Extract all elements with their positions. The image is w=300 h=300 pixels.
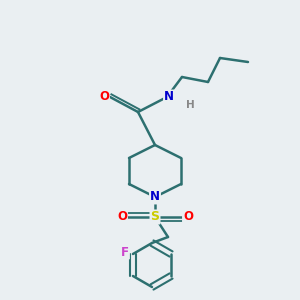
Text: O: O — [183, 211, 193, 224]
Text: O: O — [99, 91, 109, 103]
Text: H: H — [186, 100, 194, 110]
Text: N: N — [164, 91, 174, 103]
Text: S: S — [151, 211, 160, 224]
Text: O: O — [117, 211, 127, 224]
Text: N: N — [150, 190, 160, 203]
Text: F: F — [121, 245, 129, 259]
